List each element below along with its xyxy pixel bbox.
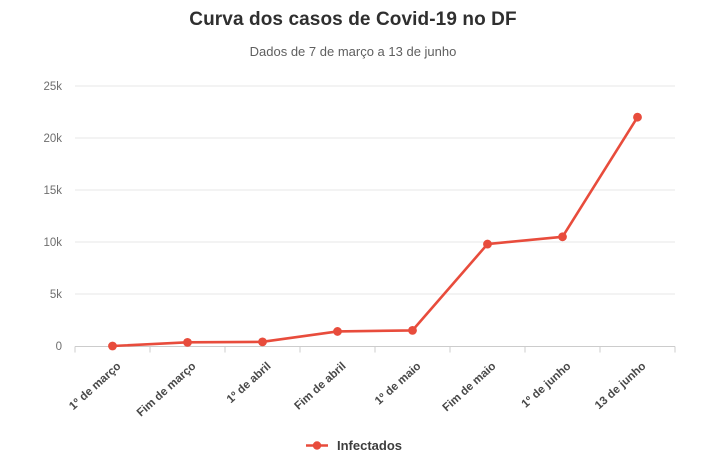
data-point[interactable]	[408, 326, 417, 335]
data-point[interactable]	[108, 341, 117, 351]
data-point[interactable]	[558, 232, 567, 242]
x-axis-label: 1º de junho	[520, 360, 574, 410]
y-axis-label: 15k	[43, 185, 62, 197]
y-axis-label: 5k	[50, 289, 62, 301]
y-axis-label: 25k	[43, 81, 62, 93]
data-point[interactable]	[258, 337, 267, 347]
page-title: Curva dos casos de Covid-19 no DF	[189, 9, 517, 30]
legend-label: Infectados	[336, 438, 402, 453]
x-axis-label: 13 de junho	[593, 360, 649, 412]
x-axis-label: Fim de maio	[441, 360, 499, 414]
data-point[interactable]	[183, 337, 192, 347]
series-line-infectados	[111, 115, 639, 348]
legend-marker-icon	[305, 441, 328, 450]
data-point[interactable]	[333, 327, 342, 336]
y-axis-label: 10k	[43, 237, 62, 249]
x-axis-label: 1º de março	[67, 360, 123, 412]
legend: Infectados	[0, 438, 706, 453]
y-axis-label: 20k	[43, 133, 62, 145]
data-point[interactable]	[483, 239, 492, 249]
page-subtitle: Dados de 7 de março a 13 de junho	[249, 44, 457, 59]
x-axis-label: Fim de abril	[293, 360, 349, 412]
x-axis-label: 1º de maio	[373, 360, 424, 407]
legend-item-infectados[interactable]: Infectados	[304, 438, 402, 453]
y-axis-label: 0	[56, 341, 62, 353]
x-axis-label: 1º de abril	[225, 360, 274, 406]
x-axis-label: Fim de março	[135, 360, 199, 419]
data-point[interactable]	[633, 112, 642, 122]
